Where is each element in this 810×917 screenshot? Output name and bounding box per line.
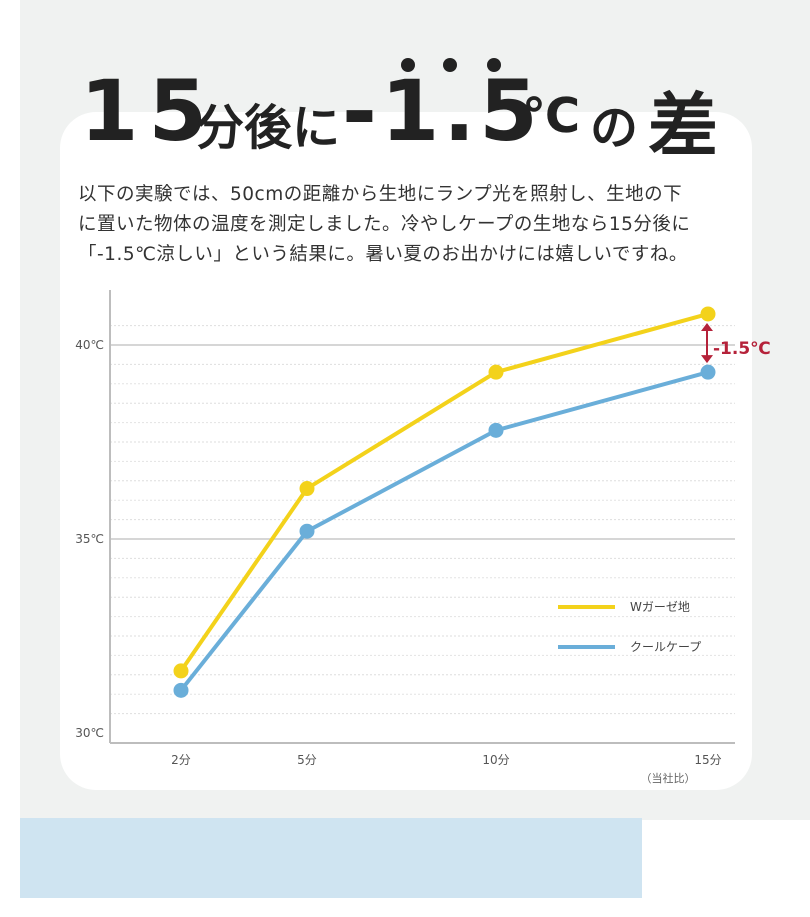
y-tick-label: 35℃ [75,532,104,546]
emphasis-dot [401,58,415,72]
y-tick-label: 30℃ [75,726,104,740]
x-tick-label: 15分 [694,753,721,767]
x-tick-label: 10分 [482,753,509,767]
x-tick-label: 5分 [297,753,317,767]
data-point [700,364,716,380]
headline-minutes-text: 分後に [196,100,341,156]
legend-label: クールケープ [630,640,701,654]
description: 以下の実験では、50cmの距離から生地にランプ光を照射し、生地の下 に置いた物体… [78,180,758,270]
difference-annotation: -1.5℃ [713,339,771,359]
description-line: に置いた物体の温度を測定しました。冷やしケープの生地なら15分後に [78,214,691,235]
headline-difference: 差 [648,85,718,167]
headline-number: 15 [80,62,217,160]
data-point [488,364,504,380]
footer-blue-block [20,818,642,898]
chart-card [60,112,752,790]
description-line: 以下の実験では、50cmの距離から生地にランプ光を照射し、生地の下 [78,184,683,205]
data-point [173,682,189,698]
emphasis-dot [487,58,501,72]
y-tick-label: 40℃ [75,338,104,352]
arrow-up-icon [701,322,713,331]
emphasis-dot [443,58,457,72]
x-axis-note: （当社比） [641,771,696,785]
description-line: 「-1.5℃涼しい」という結果に。暑い夏のお出かけには嬉しいですね。 [78,244,688,265]
series-line [179,312,709,673]
data-point [299,523,315,539]
headline-temperature-diff: -1.5 [342,62,542,160]
data-point [173,663,189,679]
headline-degree-unit: ℃ [522,88,581,144]
x-tick-label: 2分 [171,753,191,767]
series-line [179,370,709,692]
arrow-down-icon [701,355,713,364]
data-point [299,481,315,497]
headline: 15 分後に -1.5 ℃ の 差 [74,58,774,168]
headline-particle: の [590,100,639,156]
data-point [488,422,504,438]
data-point [700,306,716,322]
legend-label: Wガーゼ地 [630,600,690,614]
